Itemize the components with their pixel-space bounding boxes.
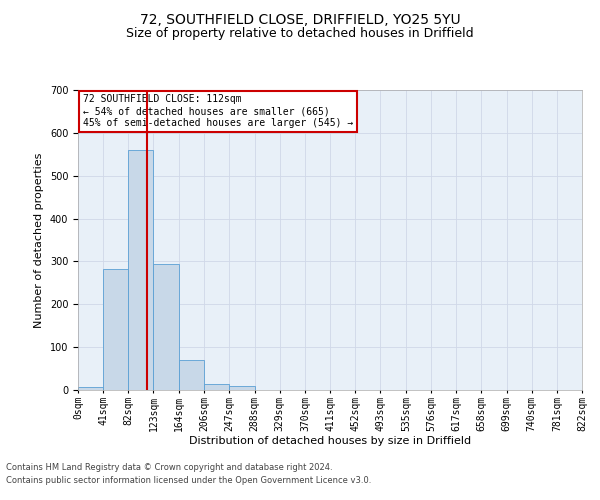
Bar bbox=[205, 384, 229, 390]
Y-axis label: Number of detached properties: Number of detached properties bbox=[34, 152, 44, 328]
Bar bbox=[229, 386, 254, 390]
Text: Size of property relative to detached houses in Driffield: Size of property relative to detached ho… bbox=[126, 28, 474, 40]
Bar bbox=[128, 150, 154, 390]
Text: 72 SOUTHFIELD CLOSE: 112sqm
← 54% of detached houses are smaller (665)
45% of se: 72 SOUTHFIELD CLOSE: 112sqm ← 54% of det… bbox=[83, 94, 353, 128]
Text: 72, SOUTHFIELD CLOSE, DRIFFIELD, YO25 5YU: 72, SOUTHFIELD CLOSE, DRIFFIELD, YO25 5Y… bbox=[140, 12, 460, 26]
Bar bbox=[179, 360, 203, 390]
X-axis label: Distribution of detached houses by size in Driffield: Distribution of detached houses by size … bbox=[189, 436, 471, 446]
Bar bbox=[103, 268, 128, 390]
Text: Contains public sector information licensed under the Open Government Licence v3: Contains public sector information licen… bbox=[6, 476, 371, 485]
Bar bbox=[154, 264, 179, 390]
Bar bbox=[78, 386, 103, 390]
Text: Contains HM Land Registry data © Crown copyright and database right 2024.: Contains HM Land Registry data © Crown c… bbox=[6, 464, 332, 472]
